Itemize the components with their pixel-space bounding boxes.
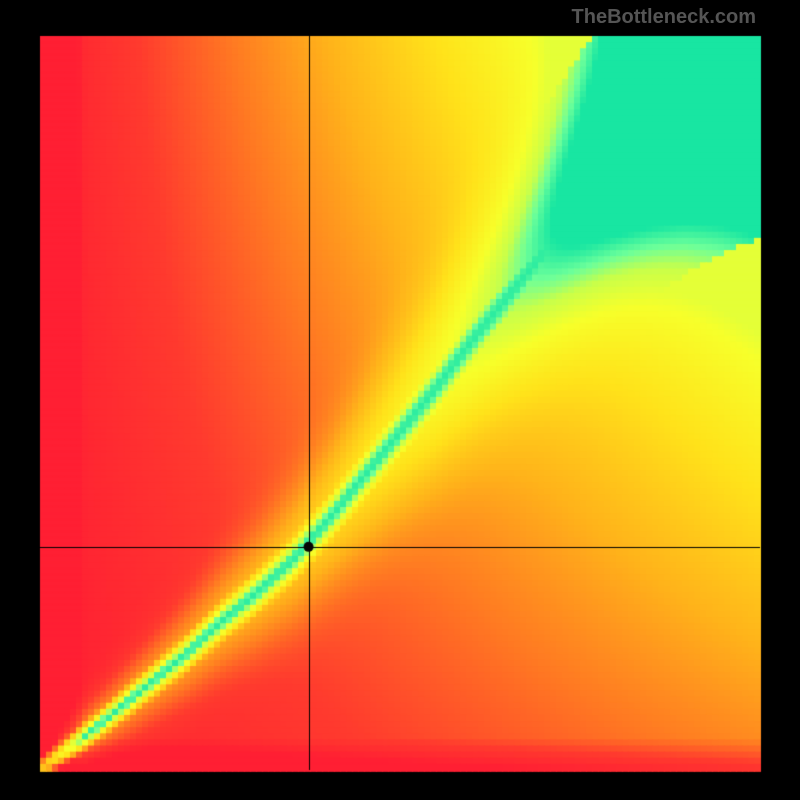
chart-container: { "watermark": { "text": "TheBottleneck.… <box>0 0 800 800</box>
watermark-text: TheBottleneck.com <box>572 6 756 29</box>
bottleneck-heatmap-canvas <box>0 0 800 800</box>
